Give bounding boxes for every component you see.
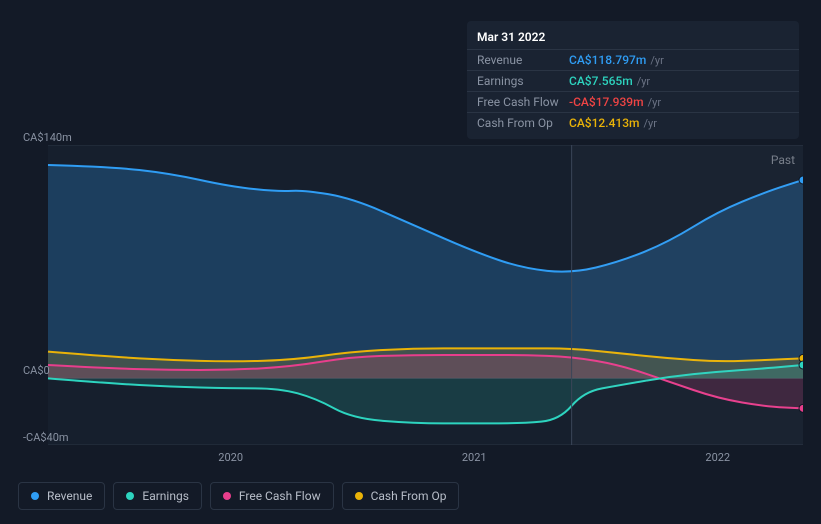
legend-dot-icon: [223, 492, 231, 500]
legend-item-cash_from_op[interactable]: Cash From Op: [342, 482, 460, 510]
legend-item-free_cash_flow[interactable]: Free Cash Flow: [210, 482, 334, 510]
series-end-dot: [799, 176, 803, 184]
legend-label: Revenue: [47, 489, 92, 503]
tooltip-metric-value: -CA$17.939m: [569, 95, 644, 109]
y-axis-label: -CA$40m: [23, 431, 69, 444]
chart-legend: Revenue Earnings Free Cash Flow Cash From O…: [18, 482, 459, 510]
series-end-dot: [799, 361, 803, 369]
legend-label: Free Cash Flow: [239, 489, 321, 503]
tooltip-metric-label: Earnings: [477, 74, 569, 88]
tooltip-metric-label: Revenue: [477, 53, 569, 67]
tooltip-row: RevenueCA$118.797m/yr: [467, 49, 799, 70]
legend-item-revenue[interactable]: Revenue: [18, 482, 105, 510]
legend-item-earnings[interactable]: Earnings: [113, 482, 202, 510]
tooltip-metric-value: CA$7.565m: [569, 74, 633, 88]
financials-chart: Past CA$140mCA$0-CA$40m 202020212022: [18, 125, 803, 457]
chart-svg: [18, 145, 803, 445]
tooltip-date: Mar 31 2022: [467, 27, 799, 49]
series-end-dot: [799, 404, 803, 412]
tooltip-metric-unit: /yr: [648, 96, 661, 109]
x-axis-label: 2021: [462, 451, 487, 464]
tooltip-metric-label: Free Cash Flow: [477, 95, 569, 109]
tooltip-metric-unit: /yr: [637, 75, 650, 88]
legend-dot-icon: [355, 492, 363, 500]
x-axis-label: 2020: [218, 451, 243, 464]
y-axis-label: CA$0: [23, 364, 50, 377]
legend-label: Earnings: [142, 489, 189, 503]
legend-dot-icon: [31, 492, 39, 500]
legend-label: Cash From Op: [371, 489, 447, 503]
tooltip-row: Free Cash Flow-CA$17.939m/yr: [467, 91, 799, 112]
tooltip-row: EarningsCA$7.565m/yr: [467, 70, 799, 91]
legend-dot-icon: [126, 492, 134, 500]
y-axis-label: CA$140m: [23, 131, 72, 144]
tooltip-metric-value: CA$118.797m: [569, 53, 646, 67]
tooltip-metric-unit: /yr: [650, 54, 663, 67]
x-axis-label: 2022: [705, 451, 730, 464]
chart-tooltip: Mar 31 2022 RevenueCA$118.797m/yrEarning…: [467, 21, 799, 139]
